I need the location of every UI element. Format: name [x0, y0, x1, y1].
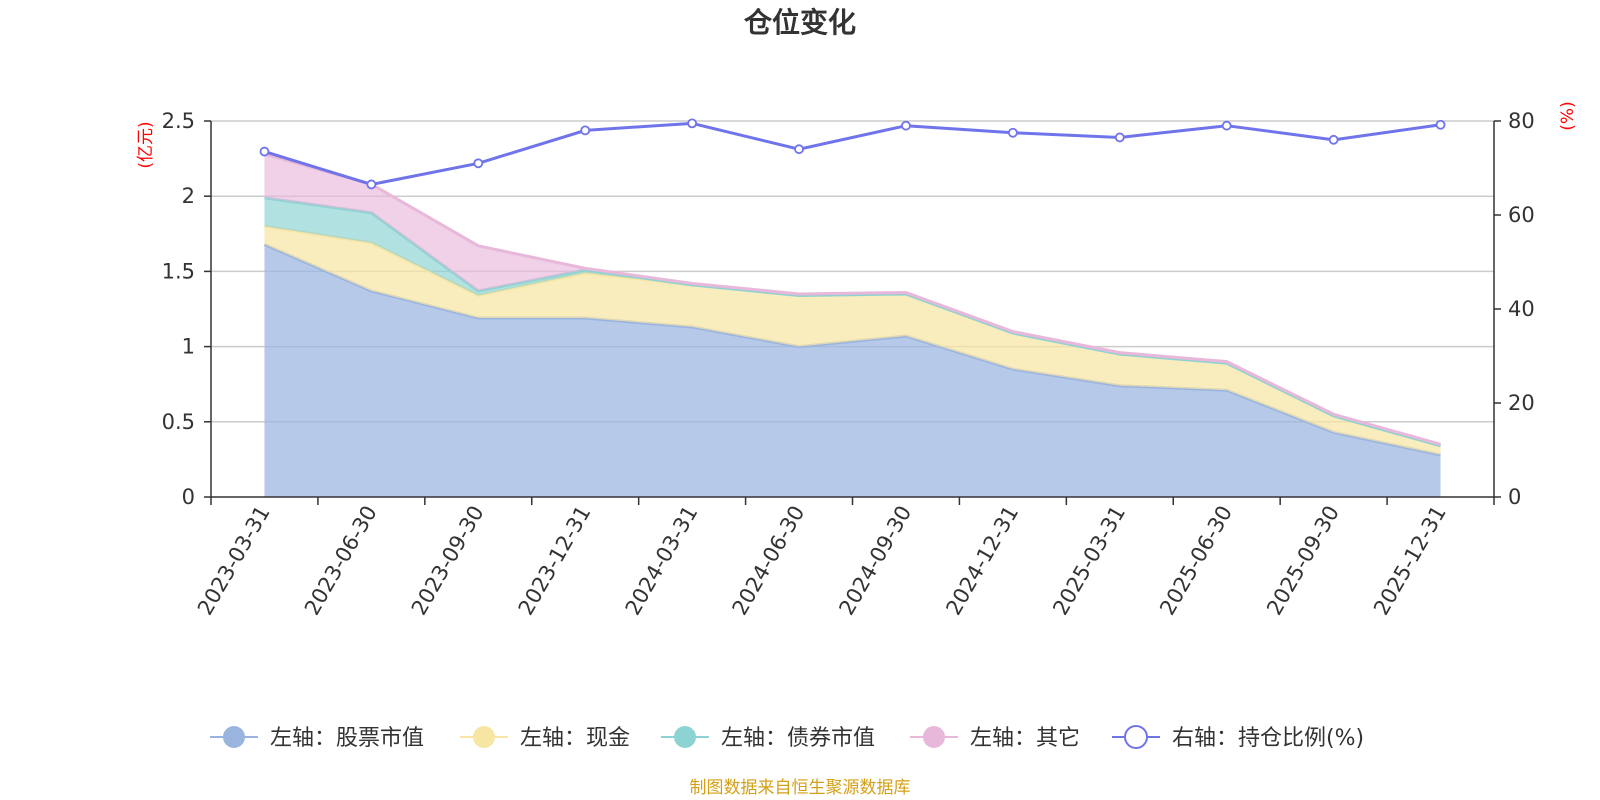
- legend-label: 左轴：其它: [970, 726, 1080, 751]
- ratio-point: [580, 125, 591, 136]
- area-fill: [264, 226, 1441, 455]
- ratio-point: [901, 120, 911, 131]
- left-tick-label: 2.5: [162, 109, 195, 133]
- legend: 左轴：股票市值 左轴：现金 左轴：债券市值 左轴：其它 右轴：持仓比例(%): [210, 725, 1364, 751]
- legend-marker: [1124, 725, 1148, 749]
- left-tick-label: 1.5: [162, 259, 195, 283]
- left-axis-unit: (亿元): [136, 121, 156, 168]
- x-tick-label: 2023-06-30: [300, 502, 382, 620]
- ratio-point: [687, 118, 698, 129]
- x-tick-label: 2025-06-30: [1155, 502, 1237, 620]
- x-tick-label: 2024-09-30: [834, 502, 916, 620]
- legend-item[interactable]: 右轴：持仓比例(%): [1112, 725, 1364, 751]
- left-tick-label: 0: [182, 485, 195, 509]
- legend-item[interactable]: 左轴：股票市值: [210, 726, 424, 751]
- legend-label: 左轴：股票市值: [270, 726, 424, 751]
- x-tick-label: 2025-12-31: [1369, 502, 1451, 620]
- legend-marker: [223, 726, 245, 748]
- x-tick-label: 2023-03-31: [193, 502, 275, 620]
- series-lines: [264, 121, 1441, 186]
- right-tick-label: 0: [1508, 485, 1521, 509]
- ratio-point: [794, 144, 804, 155]
- legend-marker: [473, 726, 495, 748]
- stacked-areas: [263, 152, 1441, 497]
- legend-item[interactable]: 左轴：其它: [910, 726, 1080, 751]
- x-tick-label: 2024-12-31: [941, 502, 1023, 620]
- ratio-point: [259, 146, 270, 157]
- ratio-point: [366, 179, 377, 190]
- ratio-line: [264, 121, 1441, 186]
- right-tick-label: 60: [1508, 203, 1535, 227]
- left-tick-label: 2: [182, 184, 195, 208]
- chart-title: 仓位变化: [744, 6, 856, 39]
- left-tick-label: 1: [182, 335, 195, 359]
- right-tick-label: 80: [1508, 109, 1535, 133]
- ratio-point: [473, 158, 484, 169]
- x-tick-label: 2025-03-31: [1048, 502, 1130, 620]
- data-source-note: 制图数据来自恒生聚源数据库: [690, 778, 911, 798]
- area-fill: [264, 244, 1441, 497]
- ratio-point: [1221, 120, 1232, 131]
- x-tick-label: 2023-12-31: [514, 502, 596, 620]
- legend-label: 左轴：债券市值: [721, 726, 875, 751]
- legend-item[interactable]: 左轴：现金: [460, 726, 630, 751]
- ratio-point: [1328, 134, 1339, 145]
- right-axis-unit: (%): [1558, 101, 1578, 130]
- legend-marker: [923, 726, 945, 748]
- left-tick-label: 0.5: [162, 410, 195, 434]
- area-fill: [264, 197, 1441, 446]
- right-tick-label: 40: [1508, 297, 1535, 321]
- x-tick-label: 2024-03-31: [621, 502, 703, 620]
- area-edge-line: [264, 152, 1441, 446]
- legend-label: 右轴：持仓比例(%): [1172, 726, 1364, 751]
- ratio-point: [1435, 119, 1446, 130]
- legend-marker: [674, 726, 696, 748]
- ratio-point: [1114, 132, 1125, 143]
- ratio-markers: [259, 118, 1446, 190]
- right-tick-label: 20: [1508, 391, 1535, 415]
- x-tick-label: 2024-06-30: [728, 502, 810, 620]
- legend-label: 左轴：现金: [520, 726, 630, 751]
- x-tick-label: 2023-09-30: [407, 502, 489, 620]
- legend-item[interactable]: 左轴：债券市值: [661, 726, 875, 751]
- x-tick-label: 2025-09-30: [1262, 502, 1344, 620]
- ratio-point: [1007, 127, 1018, 138]
